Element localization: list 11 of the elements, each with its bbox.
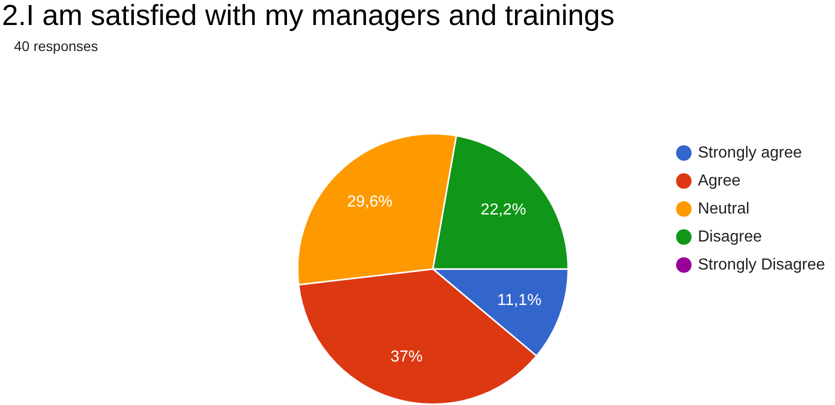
data-label: 37% <box>390 348 423 366</box>
legend-label: Strongly Disagree <box>698 256 826 274</box>
text: 40 responses <box>14 38 98 54</box>
legend-label: Agree <box>698 172 741 190</box>
legend-label: Disagree <box>698 228 762 246</box>
legend-label: Strongly agree <box>698 144 802 162</box>
data-label: 11,1% <box>497 292 542 309</box>
data-label: 22,2% <box>480 201 526 218</box>
data-label: 29,6% <box>347 194 392 211</box>
legend-label: Neutral <box>698 200 750 218</box>
chart-title: 2.I am satisfied with my managers and trainings <box>2 0 614 33</box>
